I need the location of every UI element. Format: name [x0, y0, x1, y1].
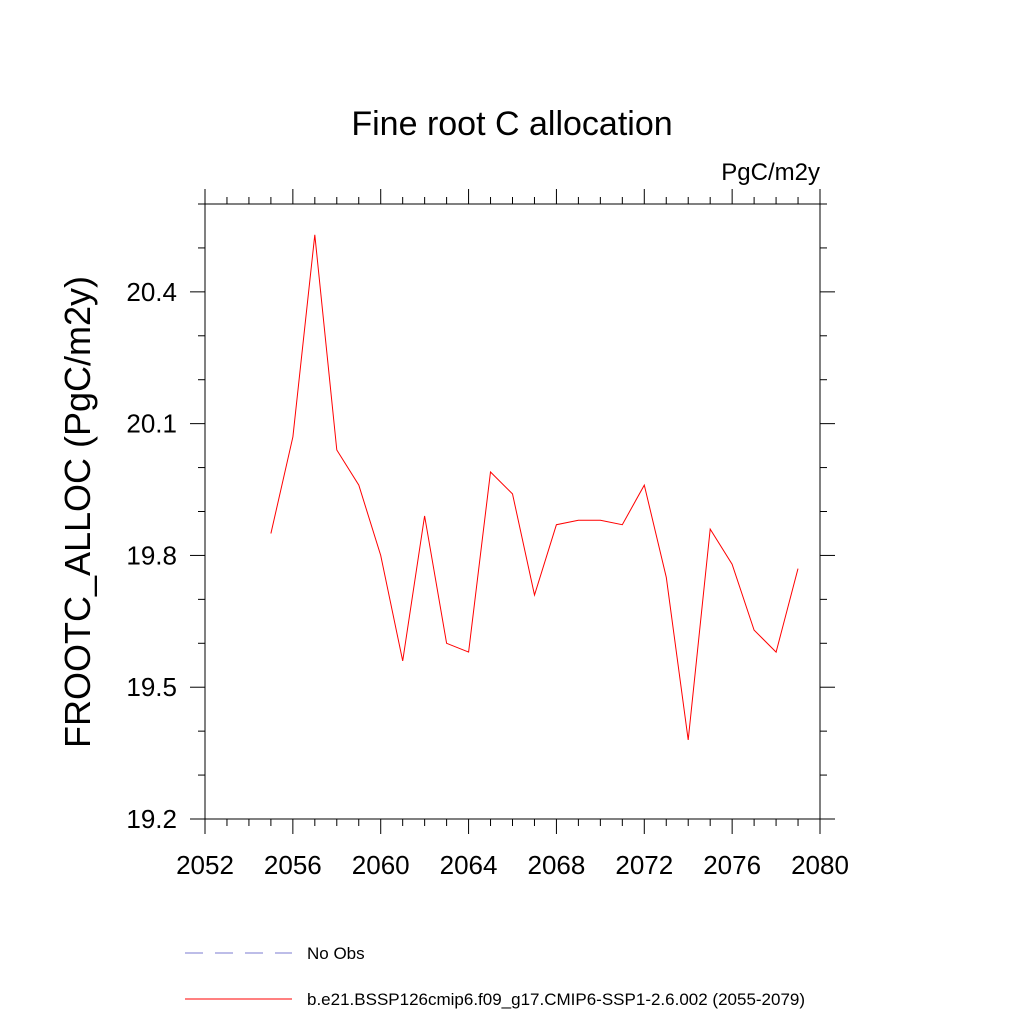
data-point	[797, 568, 798, 569]
units-label: PgC/m2y	[721, 159, 820, 186]
y-axis-label: FROOTC_ALLOC (PgC/m2y)	[57, 276, 98, 748]
data-point	[754, 630, 755, 631]
y-tick-label: 19.8	[126, 540, 177, 570]
series-line-model-run	[270, 234, 799, 740]
y-tick-label: 20.4	[126, 277, 177, 307]
data-point	[775, 651, 776, 652]
x-tick-label: 2052	[176, 850, 234, 880]
data-point	[380, 555, 381, 556]
data-point	[732, 564, 733, 565]
data-point	[622, 524, 623, 525]
data-point	[468, 651, 469, 652]
data-point	[424, 515, 425, 516]
data-point	[600, 520, 601, 521]
legend-label-no-obs: No Obs	[307, 944, 365, 963]
data-point	[446, 643, 447, 644]
data-point	[336, 449, 337, 450]
data-point	[490, 471, 491, 472]
x-tick-label: 2064	[440, 850, 498, 880]
x-tick-label: 2060	[352, 850, 410, 880]
y-tick-label: 19.5	[126, 672, 177, 702]
y-tick-label: 20.1	[126, 409, 177, 439]
data-point	[688, 739, 689, 740]
x-tick-label: 2080	[791, 850, 849, 880]
data-point	[402, 660, 403, 661]
data-point	[292, 436, 293, 437]
x-tick-label: 2068	[528, 850, 586, 880]
x-tick-label: 2072	[615, 850, 673, 880]
x-tick-label: 2076	[703, 850, 761, 880]
data-point	[358, 485, 359, 486]
chart-title: Fine root C allocation	[351, 105, 672, 143]
data-point	[512, 493, 513, 494]
data-point	[534, 594, 535, 595]
data-point	[666, 577, 667, 578]
legend: No Obs b.e21.BSSP126cmip6.f09_g17.CMIP6-…	[185, 944, 805, 1009]
data-point	[578, 520, 579, 521]
data-point	[644, 485, 645, 486]
data-point	[270, 533, 271, 534]
y-tick-label: 19.2	[126, 804, 177, 834]
data-point	[710, 528, 711, 529]
x-tick-label: 2056	[264, 850, 322, 880]
data-point	[314, 234, 315, 235]
plot-frame	[204, 203, 821, 820]
data-point	[556, 524, 557, 525]
legend-label-model-run: b.e21.BSSP126cmip6.f09_g17.CMIP6-SSP1-2.…	[307, 990, 805, 1009]
